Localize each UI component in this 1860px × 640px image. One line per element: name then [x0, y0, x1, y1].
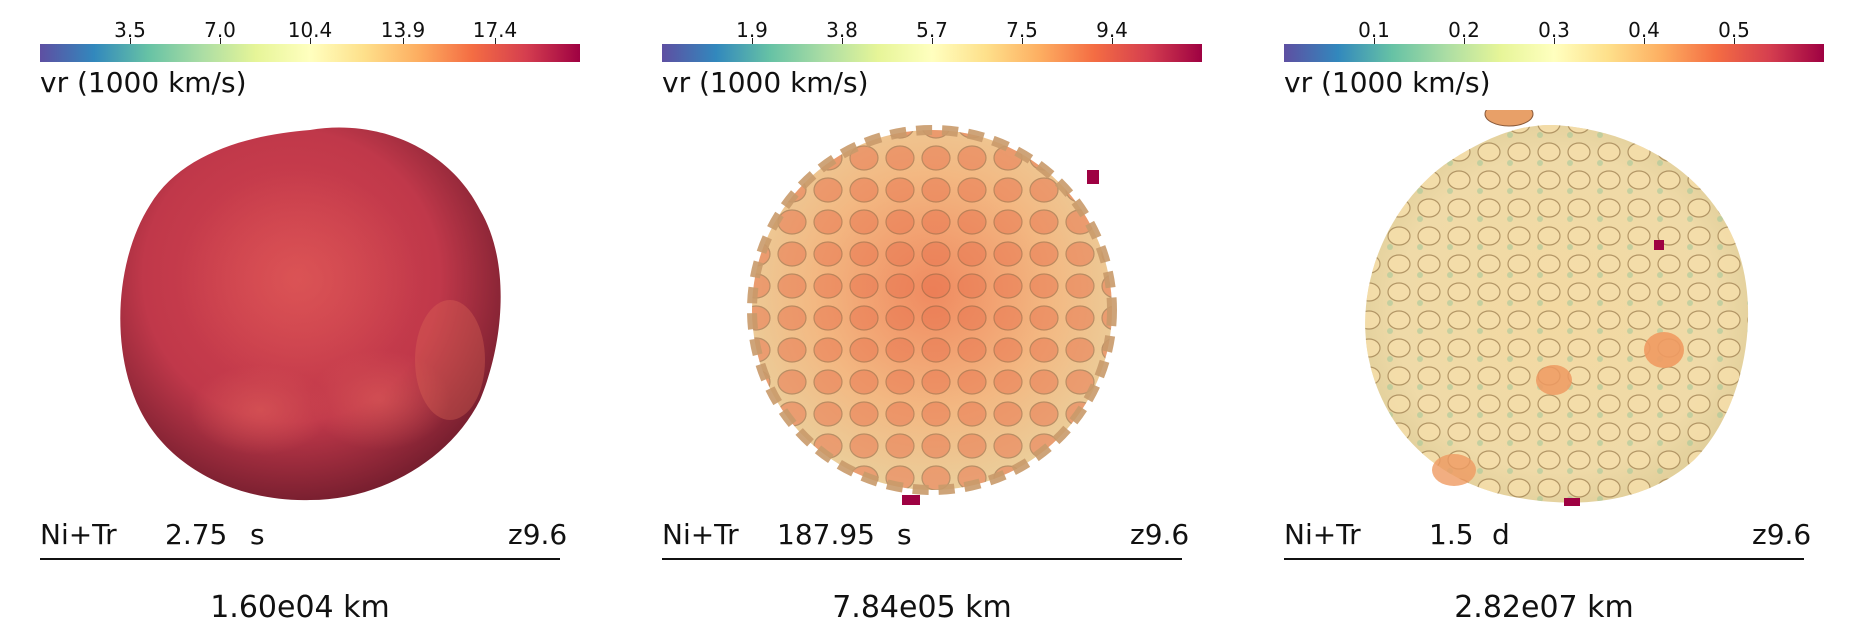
time-value: 1.5: [1429, 518, 1474, 551]
scale-label: 7.84e05 km: [832, 590, 1012, 625]
model-label: z9.6: [1752, 518, 1812, 551]
scale-label: 1.60e04 km: [210, 590, 390, 625]
time-unit: s: [897, 518, 912, 551]
isosurface-render: [747, 125, 1117, 505]
colorbar-label: vr (1000 km/s): [662, 66, 869, 99]
scale-bar: [1284, 558, 1804, 560]
time-value: 2.75: [165, 518, 228, 551]
species-label: Ni+Tr: [40, 518, 117, 551]
time-unit: d: [1492, 518, 1510, 551]
panel-3: 0.1 0.2 0.3 0.4 0.5 vr (1000 km/s): [1244, 0, 1860, 640]
colorbar: [40, 44, 580, 62]
colorbar: [662, 44, 1202, 62]
scale-bar: [40, 558, 560, 560]
panel-1: 3.5 7.0 10.4 13.9 17.4 vr (1000 km/s): [0, 0, 620, 640]
time-unit: s: [250, 518, 265, 551]
colorbar: [1284, 44, 1824, 62]
model-label: z9.6: [508, 518, 568, 551]
colorbar-label: vr (1000 km/s): [40, 66, 247, 99]
time-value: 187.95: [777, 518, 875, 551]
panel-2: 1.9 3.8 5.7 7.5 9.4 vr (1000 km/s) Ni+Tr: [622, 0, 1242, 640]
scale-bar: [662, 558, 1182, 560]
model-label: z9.6: [1130, 518, 1190, 551]
species-label: Ni+Tr: [1284, 518, 1361, 551]
scale-label: 2.82e07 km: [1454, 590, 1634, 625]
isosurface-render: [1365, 110, 1749, 506]
isosurface-render: [120, 127, 501, 501]
colorbar-label: vr (1000 km/s): [1284, 66, 1491, 99]
species-label: Ni+Tr: [662, 518, 739, 551]
